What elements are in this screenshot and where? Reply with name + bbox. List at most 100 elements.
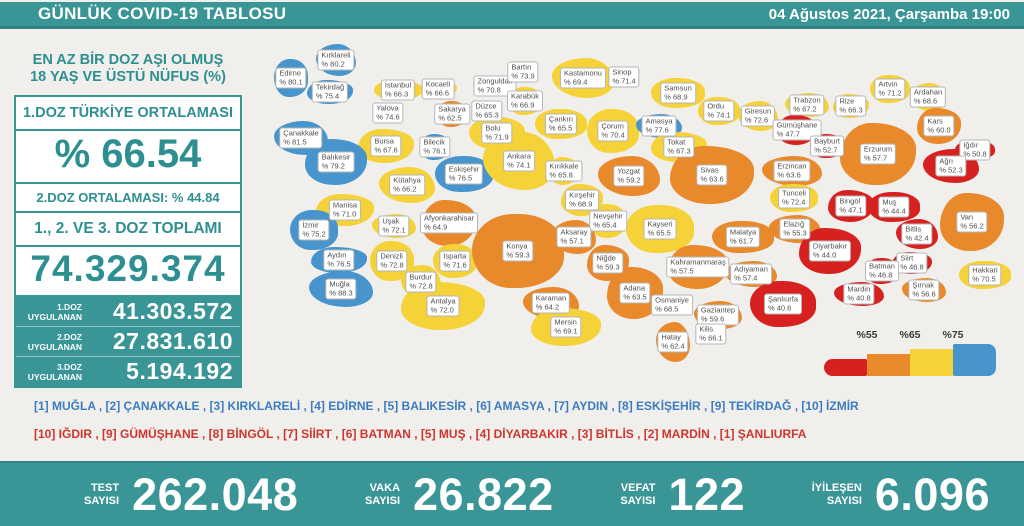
province-label-adana: Adana% 63.5 [619, 282, 651, 304]
province-region-kütahya [379, 167, 435, 203]
province-name: Kars [927, 116, 943, 126]
province-value: % 62.5 [438, 113, 462, 122]
province-name: Kilis [699, 324, 714, 334]
legend-segment-orange [867, 354, 910, 376]
dose-row: 2.DOZ UYGULANAN 27.831.610 [16, 326, 240, 356]
province-region-gümüşhane [777, 115, 817, 145]
province-name: Zonguldak [477, 76, 513, 86]
province-value: % 72.6 [744, 115, 769, 124]
daily-stats-bar: TEST SAYISI 262.048 VAKA SAYISI 26.822 VEFAT SA… [0, 461, 1024, 526]
province-label-düzce: Düzce% 65.3 [471, 100, 503, 122]
province-name: Malatya [729, 227, 757, 237]
province-label-ağrı: Ağrı% 52.3 [935, 155, 967, 177]
province-value: % 70.4 [601, 130, 625, 139]
province-region-eskişehir [435, 156, 493, 192]
province-value: % 65.3 [475, 110, 499, 119]
province-name: Tunceli [782, 188, 806, 198]
province-name: Isparta [443, 251, 467, 261]
province-label-diyarbakır: Diyarbakır% 44.0 [808, 240, 852, 262]
stat-vaka: VAKA SAYISI 26.822 [365, 469, 554, 521]
province-label-çorum: Çorum% 70.4 [597, 120, 629, 142]
province-region-bursa [358, 129, 414, 163]
province-region-mardin [834, 282, 884, 306]
province-name: Osmaniye [655, 295, 689, 305]
province-label-bursa: Bursa% 67.6 [370, 135, 402, 157]
province-label-mersin: Mersin% 69.1 [550, 316, 582, 338]
province-name: Erzincan [777, 161, 807, 171]
dose-row: 3.DOZ UYGULANAN 5.194.192 [16, 356, 240, 386]
province-region-antalya [401, 282, 485, 330]
province-region-nevşehir [590, 204, 626, 238]
province-label-şanlıurfa: Şanlıurfa% 40.6 [763, 293, 803, 315]
province-label-bolu: Bolu% 71.9 [481, 122, 513, 144]
province-label-çankırı: Çankırı% 65.5 [544, 113, 578, 135]
province-name: Çanakkale [283, 128, 319, 138]
province-value: % 69.1 [554, 326, 578, 335]
province-value: % 52.3 [939, 165, 963, 174]
province-value: % 40.6 [767, 303, 792, 312]
province-value: % 46.8 [869, 270, 893, 279]
province-region-mersin [531, 308, 601, 346]
province-label-afyonkarahisar: Afyonkarahisar% 64.9 [419, 212, 479, 234]
province-value: % 60.0 [927, 125, 951, 134]
province-region-afyonkarahisar [422, 200, 476, 246]
legend-color-bar [824, 344, 996, 376]
province-label-sakarya: Sakarya% 62.5 [434, 103, 470, 125]
province-region-bartın [508, 63, 538, 81]
province-name: Eskişehir [448, 164, 480, 174]
map-legend: %55 %65 %75 [824, 329, 1004, 376]
dose-label-line2: UYGULANAN [27, 371, 82, 382]
province-value: % 71.4 [612, 76, 636, 85]
province-name: Elazığ [783, 219, 805, 229]
province-label-balıkesir: Balıkesir% 79.2 [317, 151, 355, 173]
province-value: % 55.3 [783, 228, 807, 237]
province-name: Kahramanmaraş [670, 257, 726, 267]
stat-label-line2: SAYISI [620, 494, 656, 507]
stat-label-line2: SAYISI [84, 494, 120, 507]
province-value: % 61.7 [729, 236, 754, 245]
province-region-adana [607, 267, 663, 319]
province-value: % 66.2 [393, 184, 417, 193]
province-name: Tokat [667, 137, 686, 147]
province-name: Mersin [554, 317, 577, 327]
province-value: % 40.8 [847, 293, 871, 302]
province-label-amasya: Amasya% 77.6 [641, 115, 677, 137]
province-label-ordu: Ordu% 74.1 [703, 100, 735, 122]
province-name: Siirt [900, 253, 914, 263]
province-label-trabzon: Trabzon% 67.2 [789, 94, 825, 116]
province-value: % 63.6 [777, 170, 801, 179]
province-value: % 71.6 [443, 260, 467, 269]
province-region-tekirdağ [307, 80, 353, 104]
province-name: Adana [623, 283, 646, 293]
province-value: % 67.3 [667, 146, 691, 155]
province-label-tokat: Tokat% 67.3 [663, 136, 695, 158]
province-value: % 62.4 [661, 341, 685, 350]
province-value: % 71.9 [485, 132, 509, 141]
legend-label: %65 [899, 329, 921, 341]
province-value: % 52.7 [814, 145, 838, 154]
province-value: % 67.2 [793, 104, 817, 113]
province-value: % 68.6 [913, 96, 938, 105]
province-value: % 42.4 [905, 233, 929, 242]
province-region-hakkari [959, 261, 1011, 289]
province-name: Rize [839, 96, 855, 106]
province-label-konya: Konya% 59.3 [502, 240, 534, 262]
stat-value: 262.048 [132, 468, 299, 520]
province-value: % 72.8 [409, 281, 433, 290]
province-value: % 80.1 [279, 77, 303, 86]
province-region-bolu [469, 117, 525, 149]
province-name: Çorum [601, 121, 624, 131]
province-value: % 57.4 [734, 273, 758, 282]
province-region-zonguldak [475, 76, 515, 96]
dose-label-line1: 3.DOZ [56, 361, 82, 372]
province-name: Diyarbakır [812, 241, 848, 251]
province-region-çankırı [535, 109, 587, 139]
province-name: Düzce [475, 101, 497, 111]
province-region-gaziantep [694, 301, 742, 329]
province-value: % 88.3 [329, 288, 353, 297]
province-name: Tekirdağ [315, 82, 345, 92]
province-name: Kastamonu [564, 68, 602, 78]
province-region-burdur [401, 265, 441, 299]
province-value: % 68.9 [664, 92, 688, 101]
province-label-bingöl: Bingöl% 47.1 [835, 195, 867, 217]
